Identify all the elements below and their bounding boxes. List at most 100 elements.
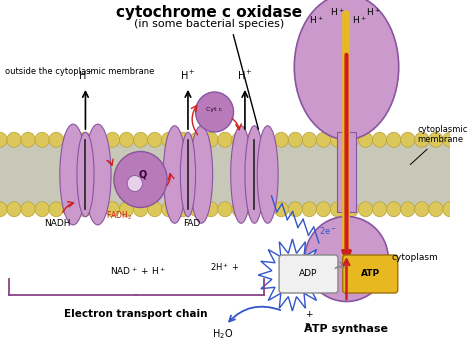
Circle shape [401, 132, 415, 147]
Circle shape [162, 202, 176, 217]
Ellipse shape [245, 126, 264, 223]
Text: ATP: ATP [361, 269, 380, 278]
Circle shape [21, 202, 35, 217]
Circle shape [415, 132, 429, 147]
Circle shape [147, 132, 162, 147]
Circle shape [105, 202, 119, 217]
Text: H$^+$: H$^+$ [309, 14, 323, 26]
Circle shape [63, 132, 77, 147]
Text: cytoplasmic
membrane: cytoplasmic membrane [410, 125, 468, 165]
Circle shape [7, 202, 21, 217]
Circle shape [232, 132, 246, 147]
Text: (in some bacterial species): (in some bacterial species) [134, 19, 284, 29]
Circle shape [91, 132, 106, 147]
Circle shape [274, 202, 288, 217]
Circle shape [218, 202, 232, 217]
Circle shape [373, 132, 387, 147]
Ellipse shape [305, 216, 388, 302]
Circle shape [176, 132, 190, 147]
Text: 2H$^+$ +: 2H$^+$ + [210, 261, 240, 273]
Ellipse shape [84, 124, 111, 225]
Circle shape [147, 202, 162, 217]
Text: cytoplasm: cytoplasm [392, 253, 438, 261]
Circle shape [316, 202, 330, 217]
Circle shape [387, 132, 401, 147]
Ellipse shape [257, 126, 278, 223]
Text: Cyt c: Cyt c [207, 108, 223, 113]
Circle shape [232, 202, 246, 217]
Text: ADP: ADP [300, 269, 318, 278]
Ellipse shape [294, 0, 399, 139]
Circle shape [196, 92, 234, 132]
FancyBboxPatch shape [343, 255, 398, 293]
Circle shape [21, 132, 35, 147]
Text: H$^+$: H$^+$ [78, 69, 93, 82]
Circle shape [246, 132, 260, 147]
Circle shape [114, 152, 167, 207]
Text: H$^+$: H$^+$ [237, 69, 253, 82]
Text: 1/2O$_2$: 1/2O$_2$ [281, 265, 304, 277]
Circle shape [35, 132, 49, 147]
Text: H$_2$O: H$_2$O [212, 327, 234, 341]
Text: H$^+$: H$^+$ [353, 14, 367, 26]
Circle shape [190, 202, 204, 217]
Circle shape [162, 132, 176, 147]
Bar [0, 142, 450, 207]
Circle shape [387, 202, 401, 217]
Ellipse shape [163, 126, 186, 223]
Circle shape [7, 132, 21, 147]
Circle shape [316, 132, 330, 147]
Circle shape [105, 132, 119, 147]
Circle shape [345, 202, 359, 217]
Circle shape [190, 132, 204, 147]
Circle shape [345, 132, 359, 147]
Bar [337, 132, 356, 212]
Circle shape [49, 132, 64, 147]
Circle shape [302, 202, 317, 217]
Text: cytochrome c oxidase: cytochrome c oxidase [116, 5, 302, 20]
Text: H$^+$: H$^+$ [366, 6, 381, 18]
Circle shape [246, 202, 260, 217]
Text: Electron transport chain: Electron transport chain [64, 309, 208, 319]
Circle shape [429, 202, 443, 217]
Circle shape [91, 202, 106, 217]
Circle shape [218, 132, 232, 147]
Circle shape [260, 132, 274, 147]
Text: NAD$^+$ + H$^+$: NAD$^+$ + H$^+$ [109, 265, 165, 277]
Ellipse shape [190, 126, 213, 223]
Text: H$^+$: H$^+$ [180, 69, 196, 82]
Text: +: + [305, 310, 312, 319]
Text: Q: Q [138, 169, 146, 180]
Circle shape [358, 132, 373, 147]
Ellipse shape [77, 132, 94, 217]
Circle shape [0, 132, 7, 147]
Circle shape [35, 202, 49, 217]
Circle shape [443, 132, 457, 147]
Circle shape [176, 202, 190, 217]
Circle shape [288, 202, 302, 217]
Circle shape [119, 132, 134, 147]
Circle shape [330, 132, 345, 147]
Circle shape [401, 202, 415, 217]
Text: ATP synthase: ATP synthase [304, 324, 389, 334]
Circle shape [204, 132, 218, 147]
Circle shape [443, 202, 457, 217]
Circle shape [358, 202, 373, 217]
Circle shape [302, 132, 317, 147]
Circle shape [274, 132, 288, 147]
Circle shape [63, 202, 77, 217]
Circle shape [119, 202, 134, 217]
Ellipse shape [60, 124, 86, 225]
Circle shape [127, 176, 142, 191]
Text: FADH$_2$: FADH$_2$ [106, 209, 133, 222]
Ellipse shape [181, 132, 196, 217]
FancyBboxPatch shape [279, 255, 338, 293]
Circle shape [49, 202, 64, 217]
Circle shape [134, 132, 148, 147]
Circle shape [373, 202, 387, 217]
Circle shape [77, 202, 91, 217]
Text: NADH: NADH [44, 219, 70, 228]
Ellipse shape [231, 126, 252, 223]
Circle shape [0, 202, 7, 217]
Circle shape [204, 202, 218, 217]
